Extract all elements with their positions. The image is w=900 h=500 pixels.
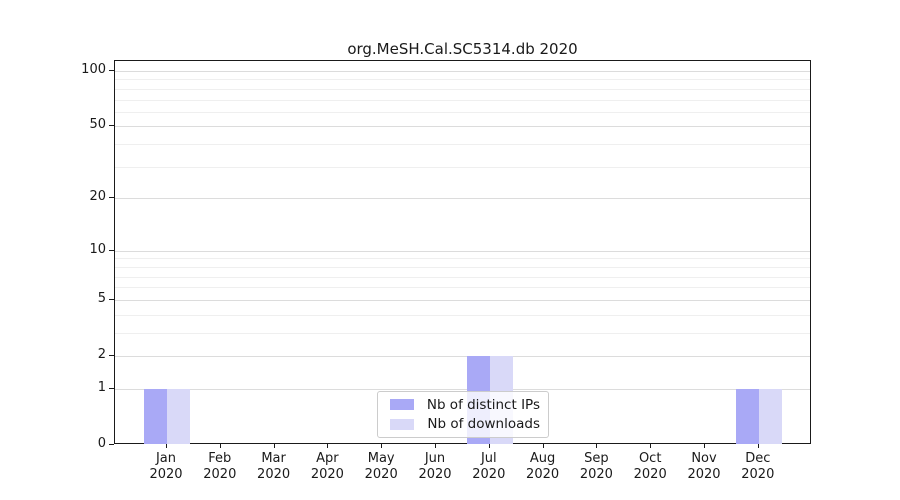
gridline-minor [115,111,810,113]
y-tick-mark [109,355,114,356]
y-tick-label: 2 [97,347,106,362]
y-tick-mark [109,444,114,445]
x-tick-mark [757,444,759,448]
y-tick-label: 5 [97,290,106,306]
y-tick-mark [109,125,114,127]
x-tick-label-nov: Nov 2020 [687,451,721,482]
bar-jan-downloads [167,388,190,444]
gridline-major [115,299,810,301]
chart-title: org.MeSH.Cal.SC5314.db 2020 [347,40,578,58]
y-tick-mark [109,197,114,199]
x-tick-mark [273,444,275,448]
x-tick-label-feb: Feb 2020 [203,451,237,482]
y-tick-label: 1 [97,379,106,395]
x-tick-label-mar: Mar 2020 [257,451,291,482]
x-tick-label-jul: Jul 2020 [472,451,506,482]
gridline-minor [115,276,810,278]
x-tick-label-jan: Jan 2020 [149,451,183,482]
legend-swatch-downloads-icon [390,418,415,430]
x-tick-mark [542,444,544,448]
gridline-minor [115,258,810,260]
bar-jan-distinct-ips [144,388,167,444]
x-tick-label-dec: Dec 2020 [741,451,775,482]
gridline-minor [115,287,810,289]
gridline-minor [115,88,810,90]
bar-dec-distinct-ips [735,388,759,444]
gridline-minor [115,332,810,334]
gridline-minor [115,166,810,168]
y-tick-label: 10 [89,241,106,257]
gridline-minor [115,266,810,268]
y-tick-mark [109,387,114,389]
x-tick-mark [435,444,436,448]
x-tick-label-sep: Sep 2020 [579,451,613,482]
gridline-major [115,356,810,357]
y-tick-mark [109,298,114,300]
x-tick-mark [166,444,167,448]
x-tick-label-apr: Apr 2020 [310,451,344,482]
gridline-minor [115,99,810,101]
legend-item-downloads: Nb of downloads [386,416,540,432]
x-tick-mark [650,444,652,448]
y-tick-label: 100 [81,62,106,77]
x-tick-label-oct: Oct 2020 [633,451,667,482]
legend-item-distinct-ips: Nb of distinct IPs [386,397,540,413]
y-tick-label: 50 [89,117,106,133]
y-tick-mark [109,70,114,71]
gridline-minor [115,144,810,146]
y-tick-label: 20 [89,189,106,205]
gridline-minor [115,79,810,81]
gridline-major [115,71,810,72]
x-tick-mark [488,444,490,448]
gridline-major [115,250,810,252]
gridline-minor [115,314,810,316]
plot-area [114,60,811,444]
x-tick-mark [596,444,598,448]
gridline-major [115,198,810,200]
legend-label-distinct-ips: Nb of distinct IPs [426,396,540,413]
legend-swatch-distinct-ips-icon [389,399,414,411]
x-tick-mark [327,444,329,448]
bar-dec-downloads [758,388,782,444]
y-tick-mark [109,249,114,251]
legend-label-downloads: Nb of downloads [427,416,540,433]
x-tick-label-jun: Jun 2020 [418,451,452,482]
x-tick-label-may: May 2020 [364,451,398,482]
x-tick-mark [219,444,221,448]
x-tick-label-aug: Aug 2020 [526,451,560,482]
gridline-major [115,388,810,390]
x-tick-mark [381,444,383,448]
legend: Nb of distinct IPs Nb of downloads [377,391,549,438]
x-tick-mark [704,444,705,448]
y-tick-label: 0 [97,436,106,451]
gridline-major [115,126,810,128]
